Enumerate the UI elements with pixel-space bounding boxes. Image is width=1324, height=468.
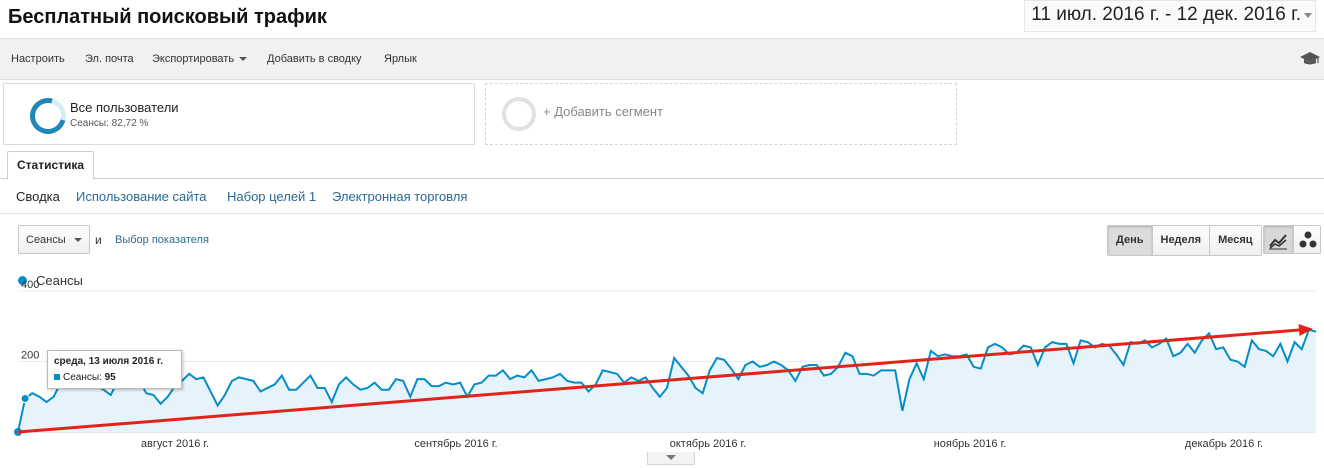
trend-arrowhead [1298,324,1313,336]
report-toolbar: Настроить Эл. почта Экспортировать Добав… [0,38,1324,80]
segment-donut-icon [23,91,73,141]
chevron-down-icon [1304,13,1312,18]
period-month-button[interactable]: Месяц [1209,226,1261,255]
add-to-dashboard-button[interactable]: Добавить в сводку [267,53,362,65]
x-tick-label: декабрь 2016 г. [1185,438,1263,450]
x-tick-label: октябрь 2016 г. [670,438,747,450]
shortcut-button[interactable]: Ярлык [384,53,417,65]
customize-button[interactable]: Настроить [11,53,65,65]
export-label: Экспортировать [152,53,235,65]
period-toggle: День Неделя Месяц [1107,225,1262,256]
chart-tooltip: среда, 13 июля 2016 г. Сеансы: 95 [47,350,182,389]
tooltip-date: среда, 13 июля 2016 г. [54,356,163,367]
export-button[interactable]: Экспортировать [152,53,248,65]
date-range-label: 11 июл. 2016 г. - 12 дек. 2016 г. [1031,4,1301,25]
x-tick-label: сентябрь 2016 г. [414,438,497,450]
x-tick-label: ноябрь 2016 г. [934,438,1007,450]
x-tick-label: август 2016 г. [141,438,209,450]
add-segment-label: + Добавить сегмент [543,104,664,119]
subnav-goal-set-1[interactable]: Набор целей 1 [227,189,317,204]
and-label: и [95,233,102,247]
email-button[interactable]: Эл. почта [85,53,134,65]
page-title: Бесплатный поисковый трафик [8,6,327,28]
tab-statistics[interactable]: Статистика [7,151,95,180]
subnav-site-usage[interactable]: Использование сайта [76,189,207,204]
tooltip-swatch [54,374,60,381]
y-tick-label: 200 [21,350,39,362]
subnav-ecommerce[interactable]: Электронная торговля [332,189,468,204]
period-day-button[interactable]: День [1108,226,1152,255]
sessions-chart: август 2016 г. сентябрь 2016 г. октябрь 20… [14,280,1317,450]
segment-all-users[interactable]: Все пользователи Сеансы: 82,72 % [3,83,475,145]
metric-select[interactable]: Сеансы [18,225,90,254]
tooltip-metric: Сеансы: [63,372,102,383]
date-range-picker[interactable]: 11 июл. 2016 г. - 12 дек. 2016 г. [1024,0,1316,32]
subnav-divider [0,213,1324,214]
legend-series-marker [18,276,27,285]
line-chart-view-button[interactable] [1264,226,1293,253]
chart-view-toggle [1263,225,1321,254]
chevron-down-icon [666,455,676,460]
chevron-down-icon [74,238,82,242]
motion-chart-view-button[interactable] [1293,226,1320,253]
segment-subtitle: Сеансы: 82,72 % [70,118,149,129]
collapse-chart-toggle[interactable] [647,452,695,465]
graduation-cap-icon[interactable] [1299,51,1321,67]
legend-series-label: Сеансы [36,273,83,288]
tooltip-value: 95 [104,372,116,383]
tooltip-row: Сеансы: 95 [54,372,116,383]
add-segment-button[interactable]: + Добавить сегмент [485,83,957,145]
caret-down-icon [239,57,248,62]
choose-metric-link[interactable]: Выбор показателя [115,234,209,246]
y-tick-label: 400 [21,280,39,291]
line-chart-icon [1269,234,1287,250]
motion-chart-icon [1299,231,1317,248]
metric-select-value: Сеансы [26,234,66,246]
empty-segment-icon [502,97,536,131]
trend-line [17,328,1303,434]
segment-title: Все пользователи [70,100,179,115]
tab-divider [0,178,1324,179]
highlight-point [20,394,30,404]
period-week-button[interactable]: Неделя [1151,226,1210,255]
subnav-summary[interactable]: Сводка [16,189,60,204]
